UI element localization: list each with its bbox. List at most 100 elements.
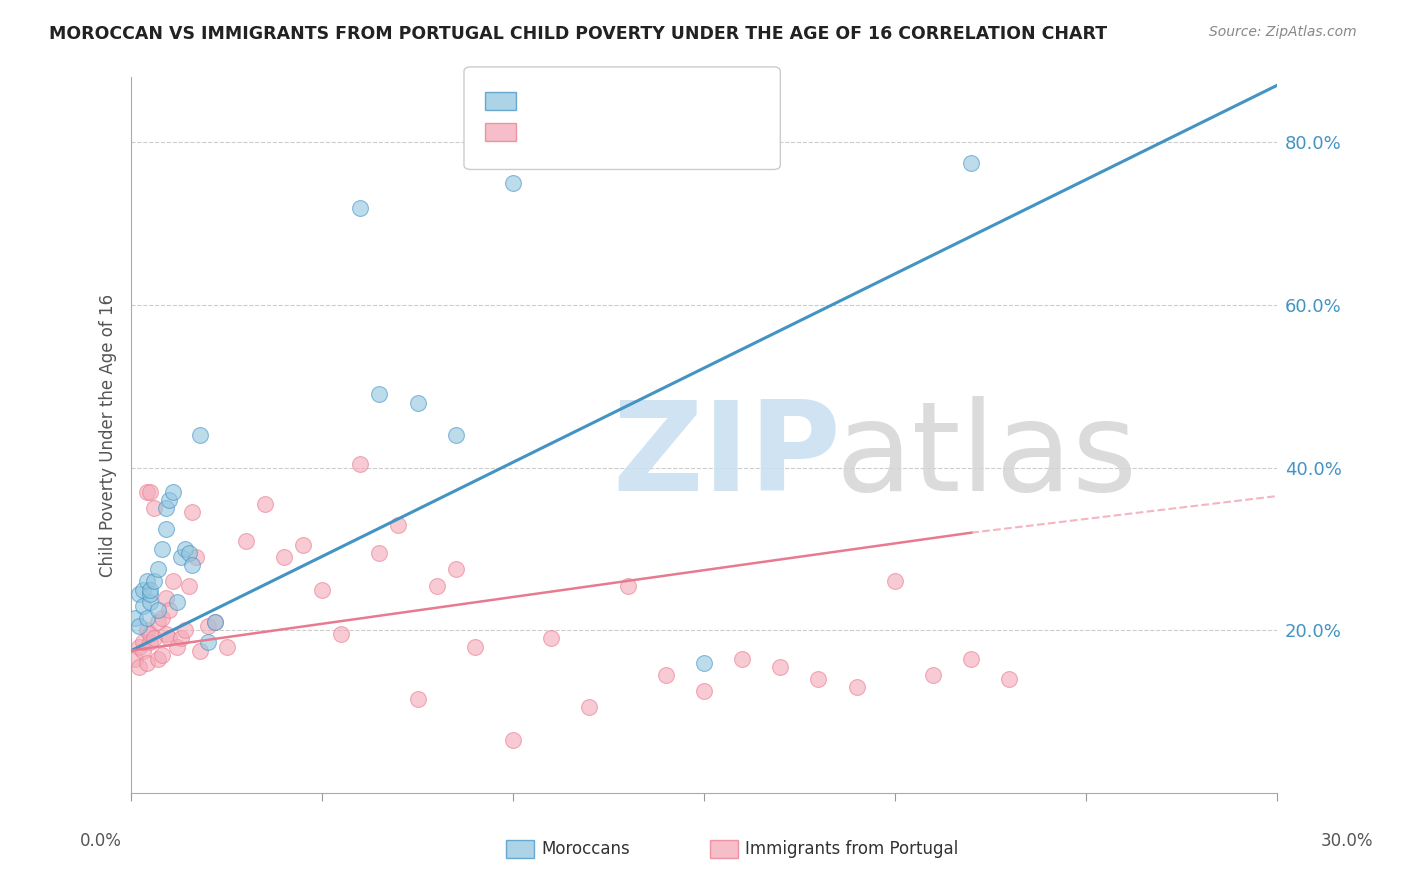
Point <box>166 595 188 609</box>
Point <box>769 660 792 674</box>
Point <box>139 595 162 609</box>
Point <box>215 640 238 654</box>
Point <box>731 651 754 665</box>
Point <box>131 635 153 649</box>
Point <box>155 501 177 516</box>
Point <box>181 505 204 519</box>
Point <box>131 643 153 657</box>
Text: Source: ZipAtlas.com: Source: ZipAtlas.com <box>1209 25 1357 39</box>
Point <box>540 632 562 646</box>
Point <box>170 632 193 646</box>
Text: 0.281: 0.281 <box>569 123 621 141</box>
Point <box>654 668 676 682</box>
Point <box>444 428 467 442</box>
Point <box>131 599 153 613</box>
Point <box>693 656 716 670</box>
Text: 63: 63 <box>679 123 702 141</box>
Point <box>139 485 162 500</box>
Point <box>311 582 333 597</box>
Text: 38: 38 <box>679 92 702 110</box>
Point <box>235 533 257 548</box>
Point <box>150 541 173 556</box>
Point <box>170 550 193 565</box>
Point <box>188 428 211 442</box>
Point <box>173 541 195 556</box>
Y-axis label: Child Poverty Under the Age of 16: Child Poverty Under the Age of 16 <box>100 293 117 577</box>
Point <box>159 632 181 646</box>
Point <box>922 668 945 682</box>
Point <box>502 733 524 747</box>
Point <box>128 587 150 601</box>
Point <box>135 574 157 589</box>
Point <box>146 615 169 629</box>
Point <box>135 611 157 625</box>
Text: Immigrants from Portugal: Immigrants from Portugal <box>745 840 959 858</box>
Point <box>150 611 173 625</box>
Point <box>124 611 146 625</box>
Point <box>349 201 371 215</box>
Point <box>960 156 983 170</box>
Point <box>883 574 905 589</box>
Point <box>845 680 868 694</box>
Point <box>406 692 429 706</box>
Point <box>128 660 150 674</box>
Point <box>155 591 177 605</box>
Point <box>292 538 315 552</box>
Point <box>155 627 177 641</box>
Text: R =: R = <box>527 92 564 110</box>
Point <box>135 656 157 670</box>
Point <box>143 501 166 516</box>
Text: 30.0%: 30.0% <box>1320 832 1374 850</box>
Point <box>177 546 200 560</box>
Point <box>143 632 166 646</box>
Point <box>146 651 169 665</box>
Point <box>150 648 173 662</box>
Point <box>131 582 153 597</box>
Text: N =: N = <box>640 123 676 141</box>
Point <box>807 672 830 686</box>
Point <box>616 578 638 592</box>
Text: atlas: atlas <box>835 396 1137 517</box>
Point <box>128 619 150 633</box>
Point <box>197 635 219 649</box>
Point <box>139 627 162 641</box>
Point <box>139 582 162 597</box>
Point <box>135 624 157 638</box>
Text: ZIP: ZIP <box>612 396 841 517</box>
Text: Moroccans: Moroccans <box>541 840 630 858</box>
Point <box>253 497 276 511</box>
Point <box>502 176 524 190</box>
Point <box>204 615 226 629</box>
Point <box>166 640 188 654</box>
Point <box>143 574 166 589</box>
Point <box>177 578 200 592</box>
Point <box>330 627 353 641</box>
Point <box>155 522 177 536</box>
Text: 0.648: 0.648 <box>569 92 621 110</box>
Point <box>146 603 169 617</box>
Point <box>181 558 204 573</box>
Point <box>387 517 409 532</box>
Point <box>444 562 467 576</box>
Text: 0.0%: 0.0% <box>80 832 122 850</box>
Point <box>204 615 226 629</box>
Point <box>998 672 1021 686</box>
Point <box>173 624 195 638</box>
Point <box>162 574 184 589</box>
Text: R =: R = <box>527 123 564 141</box>
Point <box>406 395 429 409</box>
Point <box>139 587 162 601</box>
Point <box>188 643 211 657</box>
Point <box>128 640 150 654</box>
Point <box>124 651 146 665</box>
Point <box>349 457 371 471</box>
Point <box>426 578 449 592</box>
Point <box>186 550 208 565</box>
Point <box>146 562 169 576</box>
Point <box>197 619 219 633</box>
Point <box>464 640 486 654</box>
Point <box>135 485 157 500</box>
Point <box>960 651 983 665</box>
Point <box>693 684 716 698</box>
Point <box>159 493 181 508</box>
